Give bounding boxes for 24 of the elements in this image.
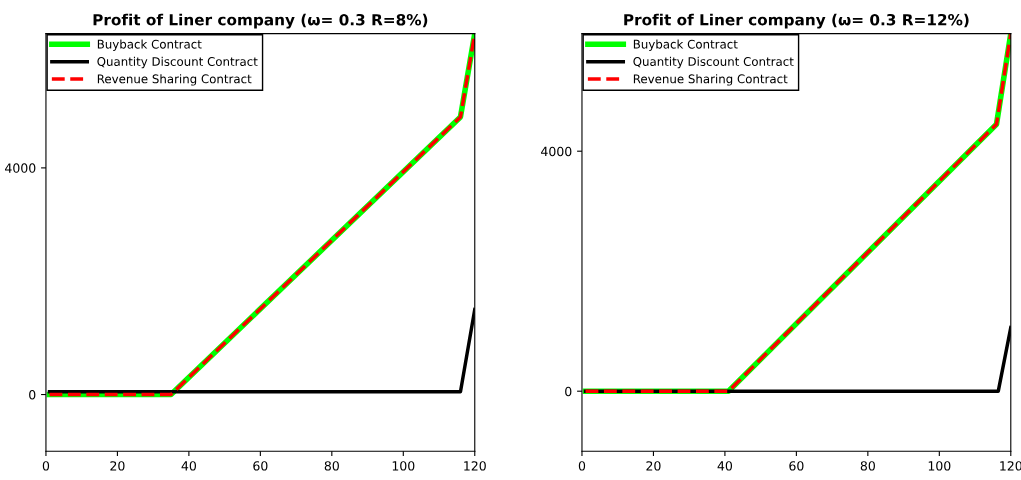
x-tick-label: 60	[789, 461, 804, 471]
legend-label: Quantity Discount Contract	[633, 56, 794, 69]
legend-label: Buyback Contract	[97, 39, 202, 51]
x-tick-label: 60	[253, 461, 268, 471]
x-tick-label: 80	[860, 461, 875, 471]
x-tick-label: 40	[717, 461, 733, 471]
x-tick-label: 0	[42, 461, 50, 471]
legend-label: Quantity Discount Contract	[97, 56, 258, 69]
x-tick-label: 120	[1000, 461, 1021, 471]
x-tick-label: 100	[928, 461, 951, 471]
chart-title: Profit of Liner company (ω= 0.3 R=8%)	[93, 13, 428, 29]
legend-label: Buyback Contract	[633, 39, 738, 51]
x-tick-label: 80	[324, 461, 339, 471]
legend-label: Revenue Sharing Contract	[633, 74, 788, 86]
legend-label: Revenue Sharing Contract	[97, 74, 252, 86]
x-tick-label: 40	[181, 461, 197, 471]
chart-title: Profit of Liner company (ω= 0.3 R=12%)	[624, 13, 969, 29]
x-tick-label: 120	[464, 461, 486, 471]
x-tick-label: 20	[646, 461, 661, 471]
y-tick-label: 4000	[5, 163, 36, 173]
x-tick-label: 20	[110, 461, 125, 471]
x-tick-label: 0	[578, 461, 586, 471]
y-tick-label: 4000	[541, 146, 572, 157]
x-tick-label: 100	[392, 461, 415, 471]
